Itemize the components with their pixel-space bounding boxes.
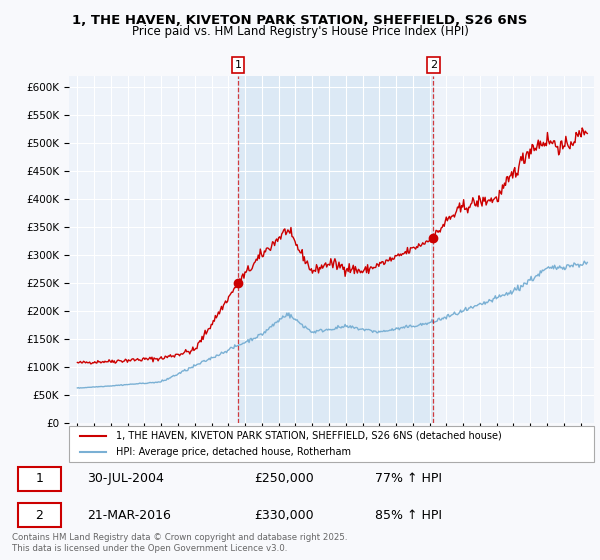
Text: HPI: Average price, detached house, Rotherham: HPI: Average price, detached house, Roth… xyxy=(116,447,351,457)
FancyBboxPatch shape xyxy=(69,426,594,462)
Bar xyxy=(238,76,433,423)
Text: 30-JUL-2004: 30-JUL-2004 xyxy=(87,473,164,486)
Text: 2: 2 xyxy=(430,60,437,70)
Text: 21-MAR-2016: 21-MAR-2016 xyxy=(87,508,171,521)
Text: 1, THE HAVEN, KIVETON PARK STATION, SHEFFIELD, S26 6NS (detached house): 1, THE HAVEN, KIVETON PARK STATION, SHEF… xyxy=(116,431,502,441)
FancyBboxPatch shape xyxy=(18,503,61,526)
Text: 1: 1 xyxy=(235,60,242,70)
FancyBboxPatch shape xyxy=(18,468,61,491)
Text: 2: 2 xyxy=(35,508,43,521)
Text: 1: 1 xyxy=(35,473,43,486)
Text: 85% ↑ HPI: 85% ↑ HPI xyxy=(375,508,442,521)
Text: 77% ↑ HPI: 77% ↑ HPI xyxy=(375,473,442,486)
Text: Price paid vs. HM Land Registry's House Price Index (HPI): Price paid vs. HM Land Registry's House … xyxy=(131,25,469,38)
Text: £250,000: £250,000 xyxy=(254,473,314,486)
Text: 1, THE HAVEN, KIVETON PARK STATION, SHEFFIELD, S26 6NS: 1, THE HAVEN, KIVETON PARK STATION, SHEF… xyxy=(73,14,527,27)
Text: Contains HM Land Registry data © Crown copyright and database right 2025.
This d: Contains HM Land Registry data © Crown c… xyxy=(12,533,347,553)
Text: £330,000: £330,000 xyxy=(254,508,314,521)
